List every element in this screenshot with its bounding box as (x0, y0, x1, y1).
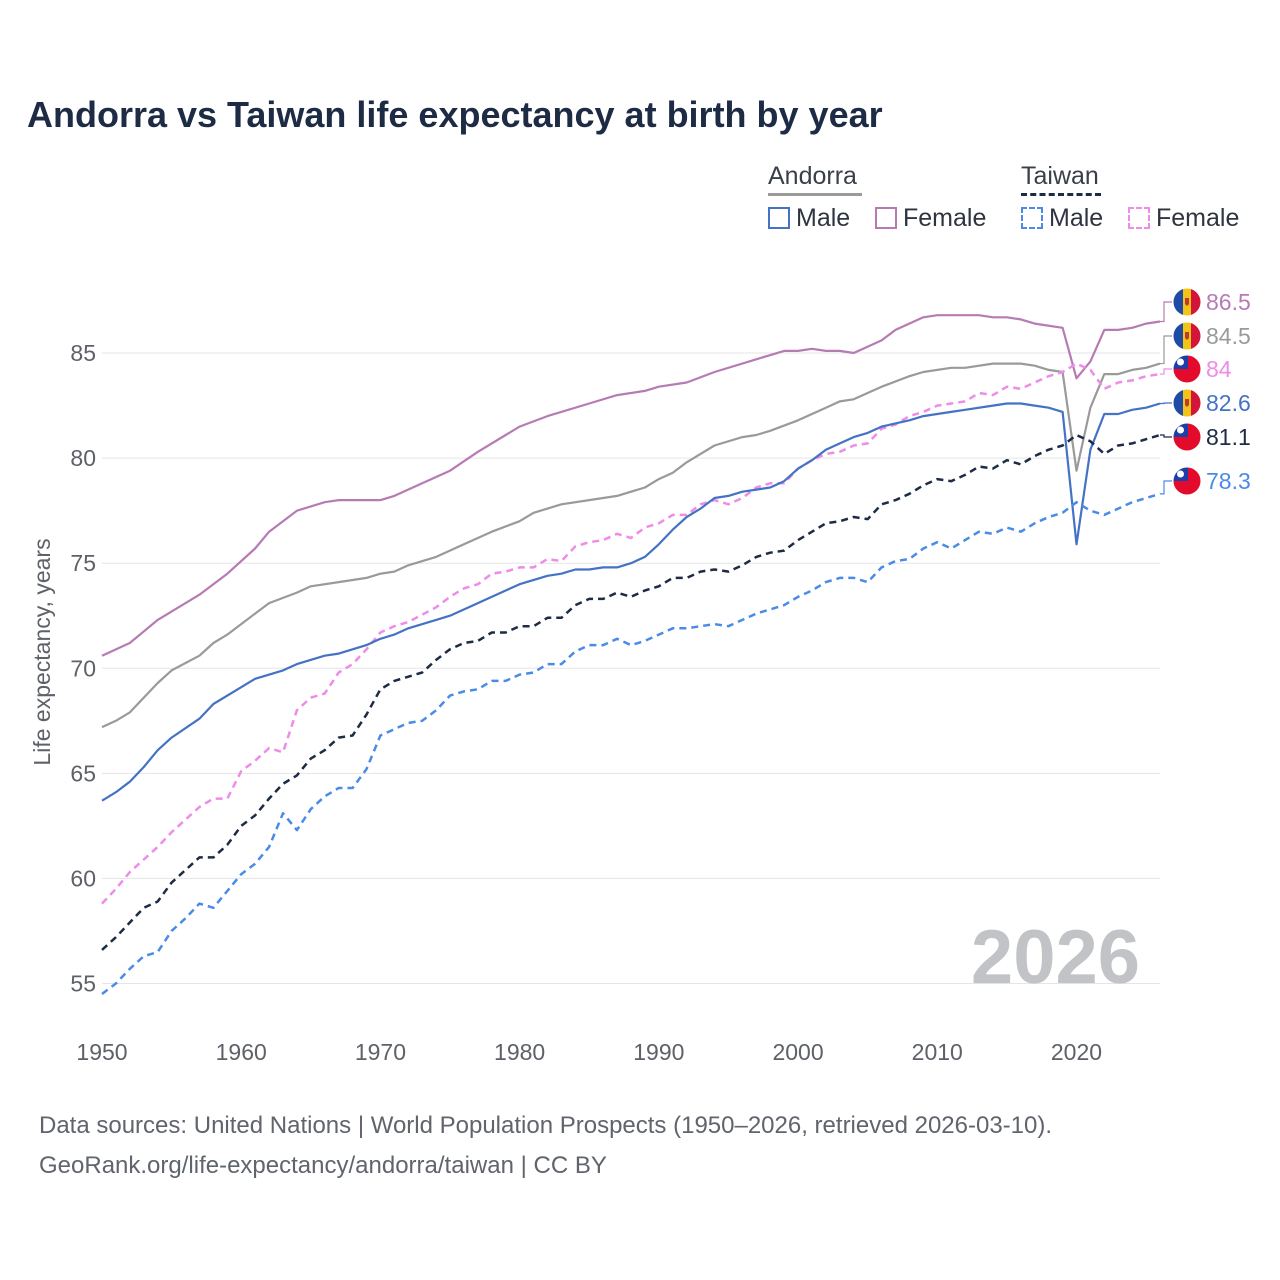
legend-andorra-male-label: Male (796, 204, 851, 232)
solid-blue-swatch-icon (768, 207, 790, 229)
series-line-andorra-total[interactable] (101, 362, 1161, 729)
sources-link[interactable]: GeoRank.org/life-expectancy/andorra/taiw… (39, 1152, 607, 1179)
y-tick-label: 75 (70, 550, 96, 576)
end-label-connector (1160, 301, 1172, 323)
series-lines (101, 314, 1161, 995)
end-label-connector (1160, 368, 1172, 375)
andorra-flag-icon (1172, 287, 1202, 317)
end-value-label: 84 (1206, 356, 1232, 382)
solid-purple-swatch-icon (875, 207, 897, 229)
dashed-blue-swatch-icon (1021, 207, 1043, 229)
y-tick-label: 80 (70, 445, 96, 471)
taiwan-flag-icon (1172, 422, 1202, 452)
series-line-andorra-female[interactable] (101, 314, 1161, 657)
y-tick-label: 70 (70, 655, 96, 681)
line-chart: 2026 55 60 65 70 75 80 85 1950 1960 1970 1980 1990 2… (29, 287, 1251, 1065)
end-value-label: 81.1 (1206, 424, 1251, 450)
y-tick-label: 60 (70, 865, 96, 891)
series-line-taiwan-male[interactable] (101, 492, 1161, 995)
series-line-andorra-male[interactable] (101, 402, 1161, 802)
axes: 55 60 65 70 75 80 85 1950 1960 1970 1980 1990 2000 20… (70, 340, 1102, 1065)
grid-lines (102, 352, 1160, 984)
legend-solid-line-icon (768, 193, 862, 196)
legend-group-taiwan-label: Taiwan (1021, 162, 1099, 190)
end-value-label: 82.6 (1206, 390, 1251, 416)
taiwan-flag-icon (1172, 354, 1202, 384)
end-label-connector (1160, 480, 1172, 495)
sources-line-1: Data sources: United Nations | World Pop… (39, 1112, 1053, 1139)
x-tick-label: 2020 (1051, 1039, 1102, 1065)
end-value-label: 86.5 (1206, 289, 1251, 315)
legend-andorra-female[interactable]: Female (875, 204, 986, 233)
y-tick-label: 85 (70, 340, 96, 366)
data-sources: Data sources: United Nations | World Pop… (39, 1106, 1052, 1186)
legend-andorra-female-label: Female (903, 204, 987, 232)
series-line-taiwan-total[interactable] (101, 433, 1161, 951)
year-watermark: 2026 (971, 915, 1140, 1000)
end-label-connector (1160, 335, 1172, 365)
legend-group-andorra[interactable]: Andorra (768, 162, 862, 196)
y-tick-label: 55 (70, 970, 96, 996)
end-value-label: 84.5 (1206, 323, 1251, 349)
y-axis-label: Life expectancy, years (29, 538, 55, 765)
legend-taiwan-male-label: Male (1049, 204, 1104, 232)
y-tick-label: 65 (70, 760, 96, 786)
legend-group-andorra-label: Andorra (768, 162, 857, 190)
legend-taiwan-male[interactable]: Male (1021, 204, 1103, 233)
x-tick-label: 1950 (76, 1039, 127, 1065)
x-tick-label: 2010 (912, 1039, 963, 1065)
andorra-flag-icon (1172, 388, 1202, 418)
end-label-connector (1160, 434, 1172, 438)
dashed-pink-swatch-icon (1128, 207, 1150, 229)
legend-dashed-line-icon (1021, 193, 1101, 196)
legend-andorra-male[interactable]: Male (768, 204, 850, 233)
end-labels: 86.5 84.5 84 82.6 81.1 78.3 (1160, 287, 1251, 496)
x-tick-label: 1970 (355, 1039, 406, 1065)
end-value-label: 78.3 (1206, 468, 1251, 494)
legend-taiwan-female[interactable]: Female (1128, 204, 1239, 233)
series-line-taiwan-female[interactable] (101, 362, 1161, 905)
legend-taiwan-female-label: Female (1156, 204, 1240, 232)
legend-group-taiwan[interactable]: Taiwan (1021, 162, 1101, 196)
x-tick-label: 1960 (216, 1039, 267, 1065)
x-tick-label: 1980 (494, 1039, 545, 1065)
chart-title: Andorra vs Taiwan life expectancy at bir… (27, 94, 883, 135)
x-tick-label: 1990 (633, 1039, 684, 1065)
taiwan-flag-icon (1172, 466, 1202, 496)
andorra-flag-icon (1172, 321, 1202, 351)
x-tick-label: 2000 (772, 1039, 823, 1065)
